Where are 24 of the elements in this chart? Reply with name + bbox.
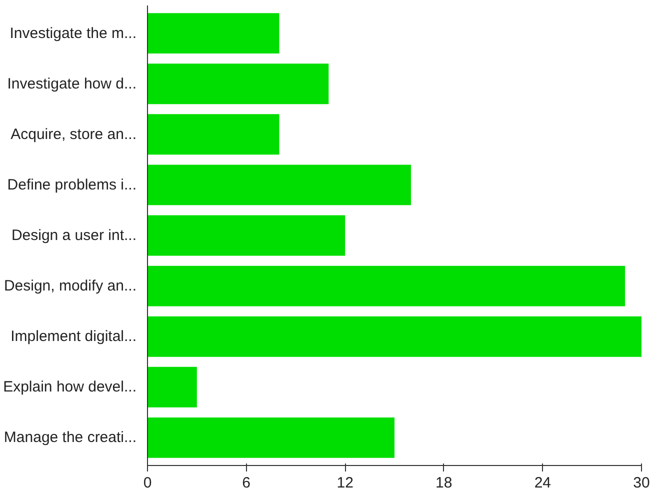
x-tick-label: 6 bbox=[242, 474, 250, 490]
y-tick-label: Acquire, store an... bbox=[10, 126, 137, 143]
x-tick-label: 0 bbox=[143, 474, 152, 490]
x-tick-label: 30 bbox=[633, 474, 650, 490]
bar bbox=[148, 366, 197, 408]
y-tick-label: Investigate the m... bbox=[10, 24, 137, 42]
y-tick-label: Investigate how d... bbox=[7, 75, 137, 92]
x-tick-label: 24 bbox=[534, 474, 552, 490]
bar bbox=[148, 64, 329, 104]
y-tick-label: Design, modify an... bbox=[4, 278, 136, 295]
bar bbox=[148, 164, 411, 206]
y-tick-label: Explain how devel... bbox=[3, 378, 137, 396]
bar bbox=[148, 417, 394, 458]
x-tick-label: 18 bbox=[436, 474, 452, 490]
y-tick-label: Define problems i... bbox=[7, 176, 137, 194]
y-tick-label: Manage the creati... bbox=[4, 429, 136, 446]
y-tick-label: Implement digital... bbox=[10, 328, 136, 346]
bar bbox=[148, 215, 346, 256]
bar bbox=[148, 13, 280, 54]
y-tick-label: Design a user int... bbox=[11, 227, 136, 244]
bar bbox=[148, 266, 626, 306]
x-tick-label: 12 bbox=[336, 474, 354, 490]
bar bbox=[148, 316, 642, 357]
bar bbox=[148, 114, 280, 155]
